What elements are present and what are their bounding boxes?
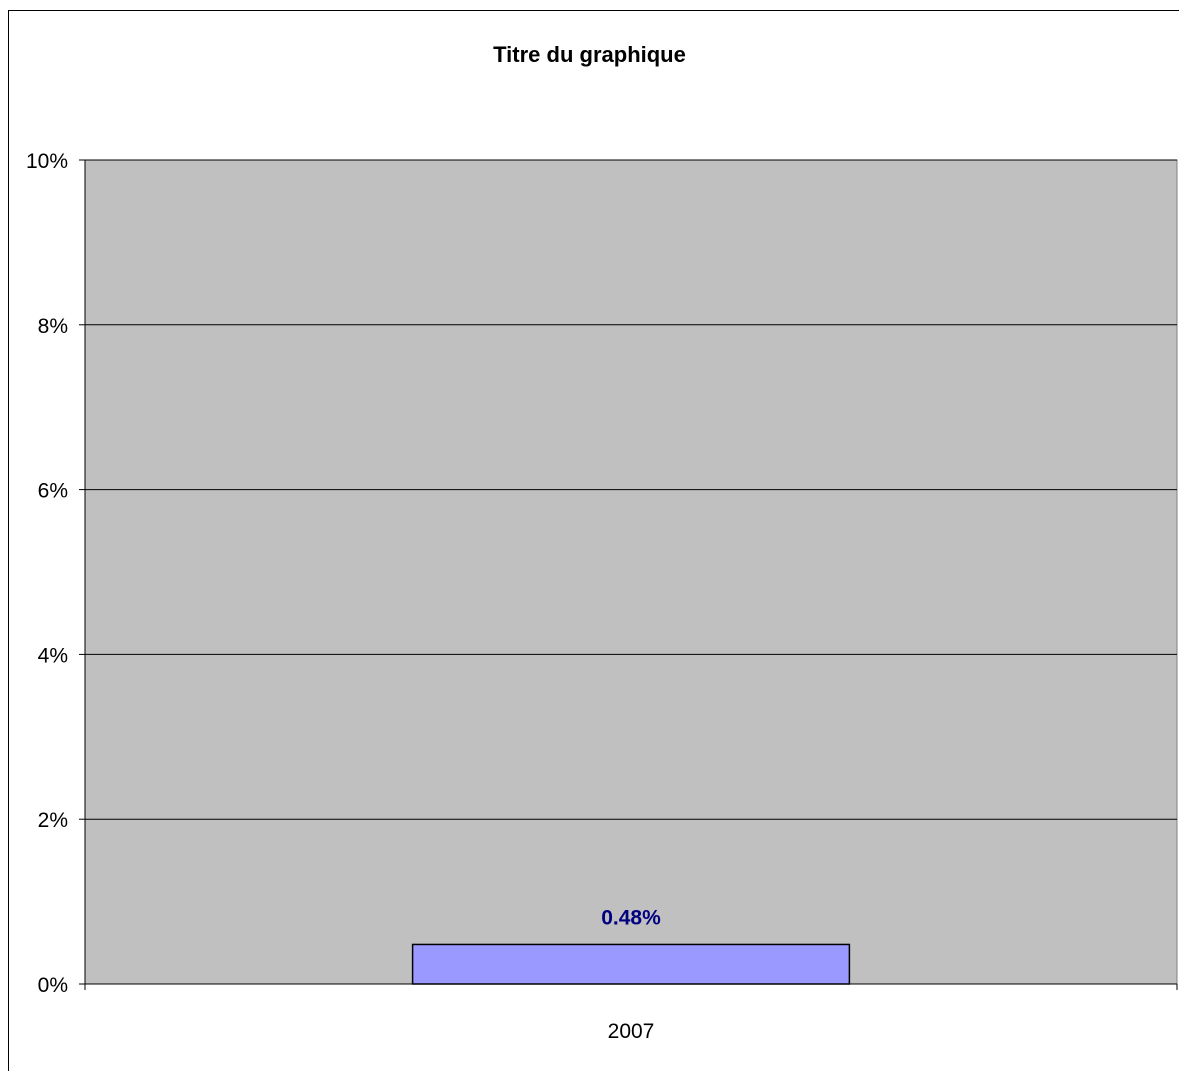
data-label: 0.48% xyxy=(601,906,661,929)
bar-2007 xyxy=(411,943,851,985)
x-tick-label: 2007 xyxy=(608,1020,655,1043)
plot-area xyxy=(84,159,1178,985)
y-tick-label: 0% xyxy=(38,974,68,997)
chart-title: Titre du graphique xyxy=(493,42,686,67)
y-tick-label: 8% xyxy=(38,315,68,338)
y-tick-label: 4% xyxy=(38,644,68,667)
y-tick-label: 6% xyxy=(38,480,68,503)
y-tick-label: 2% xyxy=(38,809,68,832)
y-tick-label: 10% xyxy=(26,150,68,173)
